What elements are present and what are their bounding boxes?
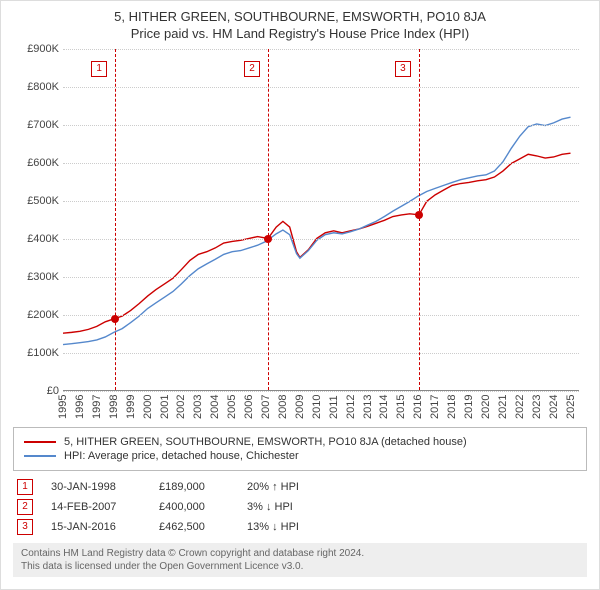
transaction-row: 1 30-JAN-1998 £189,000 20% ↑ HPI	[13, 479, 587, 495]
gridline	[63, 125, 579, 126]
gridline	[63, 315, 579, 316]
chart-area: 1 2 3 199519961997199819992000200120022003…	[13, 49, 587, 419]
y-axis-label: £600K	[13, 157, 59, 169]
gridline	[63, 201, 579, 202]
marker-badge: 2	[244, 61, 260, 77]
y-axis-label: £300K	[13, 271, 59, 283]
legend-label: HPI: Average price, detached house, Chic…	[64, 450, 299, 462]
transaction-price: £189,000	[159, 481, 229, 493]
footer-line-2: This data is licensed under the Open Gov…	[21, 560, 579, 573]
transaction-date: 30-JAN-1998	[51, 481, 141, 493]
marker-dot	[111, 315, 119, 323]
chart-subtitle: Price paid vs. HM Land Registry's House …	[13, 26, 587, 41]
legend-swatch	[24, 455, 56, 457]
gridline	[63, 277, 579, 278]
legend-swatch	[24, 441, 56, 443]
legend-row: HPI: Average price, detached house, Chic…	[24, 450, 576, 462]
transaction-date: 15-JAN-2016	[51, 521, 141, 533]
series-line	[63, 117, 571, 344]
chart-title: 5, HITHER GREEN, SOUTHBOURNE, EMSWORTH, …	[13, 9, 587, 24]
transaction-row: 3 15-JAN-2016 £462,500 13% ↓ HPI	[13, 519, 587, 535]
x-axis-labels: 1995199619971998199920002001200220032004…	[63, 391, 579, 419]
legend: 5, HITHER GREEN, SOUTHBOURNE, EMSWORTH, …	[13, 427, 587, 471]
marker-line	[419, 49, 420, 390]
y-axis-label: £500K	[13, 195, 59, 207]
marker-badge: 1	[91, 61, 107, 77]
transaction-delta: 13% ↓ HPI	[247, 521, 347, 533]
transaction-price: £400,000	[159, 501, 229, 513]
marker-dot	[264, 235, 272, 243]
transaction-badge: 3	[17, 519, 33, 535]
chart-svg	[63, 49, 579, 390]
marker-line	[268, 49, 269, 390]
y-axis-label: £200K	[13, 309, 59, 321]
y-axis-label: £100K	[13, 347, 59, 359]
footer-line-1: Contains HM Land Registry data © Crown c…	[21, 547, 579, 560]
gridline	[63, 49, 579, 50]
chart-container: 5, HITHER GREEN, SOUTHBOURNE, EMSWORTH, …	[0, 0, 600, 590]
y-axis-label: £800K	[13, 81, 59, 93]
gridline	[63, 163, 579, 164]
gridline	[63, 353, 579, 354]
transaction-badge: 2	[17, 499, 33, 515]
gridline	[63, 239, 579, 240]
marker-badge: 3	[395, 61, 411, 77]
y-axis-label: £900K	[13, 43, 59, 55]
series-line	[63, 153, 571, 333]
legend-label: 5, HITHER GREEN, SOUTHBOURNE, EMSWORTH, …	[64, 436, 467, 448]
legend-row: 5, HITHER GREEN, SOUTHBOURNE, EMSWORTH, …	[24, 436, 576, 448]
footer: Contains HM Land Registry data © Crown c…	[13, 543, 587, 577]
y-axis-label: £0	[13, 385, 59, 397]
transaction-delta: 20% ↑ HPI	[247, 481, 347, 493]
x-axis-label: 2025	[557, 391, 585, 419]
gridline	[63, 87, 579, 88]
marker-line	[115, 49, 116, 390]
transaction-price: £462,500	[159, 521, 229, 533]
y-axis-label: £400K	[13, 233, 59, 245]
transaction-date: 14-FEB-2007	[51, 501, 141, 513]
transaction-delta: 3% ↓ HPI	[247, 501, 347, 513]
y-axis-label: £700K	[13, 119, 59, 131]
transactions-table: 1 30-JAN-1998 £189,000 20% ↑ HPI 2 14-FEB-200…	[13, 479, 587, 535]
plot-region: 1 2 3	[63, 49, 579, 391]
transaction-badge: 1	[17, 479, 33, 495]
marker-dot	[415, 211, 423, 219]
transaction-row: 2 14-FEB-2007 £400,000 3% ↓ HPI	[13, 499, 587, 515]
